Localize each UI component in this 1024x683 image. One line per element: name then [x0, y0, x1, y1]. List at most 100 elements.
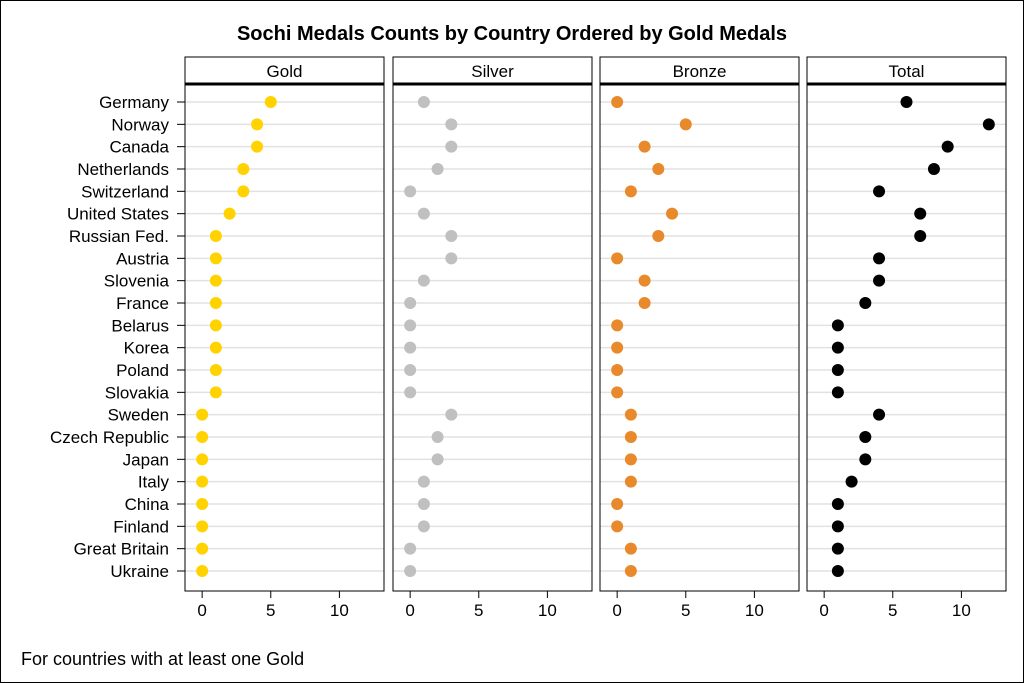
- category-label: Slovenia: [104, 272, 170, 291]
- point-silver: [445, 252, 458, 265]
- point-bronze: [624, 475, 637, 488]
- category-label: Slovakia: [105, 383, 170, 402]
- category-label: Sweden: [108, 406, 169, 425]
- point-bronze: [652, 163, 665, 175]
- category-label: Norway: [111, 115, 169, 134]
- point-silver: [404, 319, 417, 332]
- panel-frame: [599, 56, 800, 592]
- x-tick-label: 5: [474, 601, 483, 620]
- point-gold: [264, 96, 277, 108]
- point-bronze: [611, 252, 624, 265]
- point-total: [982, 118, 995, 131]
- point-total: [873, 408, 886, 421]
- point-total: [831, 565, 844, 577]
- panel-title: Silver: [471, 62, 514, 81]
- point-total: [831, 498, 844, 510]
- point-silver: [417, 207, 430, 220]
- panel-bronze: Bronze 0 5 10: [599, 56, 800, 620]
- category-label: France: [116, 294, 169, 313]
- point-gold: [209, 230, 222, 242]
- category-label: Canada: [109, 138, 169, 157]
- category-label: Ukraine: [110, 562, 169, 581]
- point-total: [873, 185, 886, 198]
- point-silver: [417, 96, 430, 108]
- chart-title: Sochi Medals Counts by Country Ordered b…: [237, 23, 787, 45]
- point-total: [831, 520, 844, 533]
- point-silver: [445, 408, 458, 421]
- point-silver: [404, 341, 417, 354]
- x-tick-label: 10: [745, 601, 764, 620]
- point-silver: [417, 498, 430, 510]
- point-gold: [209, 386, 222, 399]
- point-gold: [251, 140, 264, 153]
- point-total: [831, 319, 844, 332]
- x-tick-label: 5: [888, 601, 897, 620]
- category-label: Finland: [113, 517, 169, 536]
- point-gold: [196, 453, 209, 466]
- category-label: China: [125, 495, 170, 514]
- point-total: [831, 386, 844, 399]
- point-gold: [209, 341, 222, 354]
- point-gold: [196, 542, 209, 555]
- point-silver: [417, 520, 430, 533]
- point-bronze: [611, 364, 624, 376]
- point-silver: [404, 364, 417, 376]
- point-gold: [196, 408, 209, 421]
- point-total: [859, 453, 872, 466]
- footnote: For countries with at least one Gold: [21, 649, 304, 669]
- point-silver: [404, 542, 417, 555]
- category-label: Germany: [99, 93, 169, 112]
- point-gold: [223, 207, 236, 220]
- category-label: Poland: [116, 361, 169, 380]
- category-label: Italy: [138, 473, 170, 492]
- point-bronze: [624, 431, 637, 443]
- x-tick-label: 10: [330, 601, 349, 620]
- x-tick-label: 0: [819, 601, 828, 620]
- point-gold: [196, 565, 209, 577]
- point-silver: [445, 230, 458, 242]
- point-total: [859, 297, 872, 309]
- point-gold: [209, 364, 222, 376]
- point-bronze: [638, 274, 651, 287]
- point-silver: [431, 431, 444, 443]
- category-label: Korea: [124, 339, 170, 358]
- category-label: Great Britain: [74, 540, 169, 559]
- category-label: Japan: [123, 450, 169, 469]
- panel-total: Total 0 5 10: [806, 56, 1007, 620]
- point-gold: [209, 252, 222, 265]
- point-silver: [445, 118, 458, 131]
- point-silver: [404, 565, 417, 577]
- point-gold: [196, 431, 209, 443]
- point-bronze: [624, 453, 637, 466]
- point-bronze: [611, 386, 624, 399]
- point-bronze: [638, 297, 651, 309]
- point-silver: [431, 163, 444, 175]
- panel-title: Total: [889, 62, 925, 81]
- point-total: [900, 96, 913, 108]
- panel-title: Gold: [267, 62, 303, 81]
- x-tick-label: 5: [681, 601, 690, 620]
- point-bronze: [666, 207, 679, 220]
- point-total: [873, 274, 886, 287]
- point-total: [831, 542, 844, 555]
- point-gold: [251, 118, 264, 131]
- category-label: Switzerland: [81, 182, 169, 201]
- point-total: [831, 341, 844, 354]
- point-gold: [196, 475, 209, 488]
- point-silver: [404, 185, 417, 198]
- point-bronze: [624, 185, 637, 198]
- point-total: [831, 364, 844, 376]
- point-silver: [404, 386, 417, 399]
- panel-silver: Silver 0 5 10: [392, 56, 593, 620]
- x-tick-label: 0: [405, 601, 414, 620]
- category-label: Russian Fed.: [69, 227, 169, 246]
- point-bronze: [611, 96, 624, 108]
- point-bronze: [611, 319, 624, 332]
- point-silver: [404, 297, 417, 309]
- point-gold: [209, 297, 222, 309]
- point-bronze: [638, 140, 651, 153]
- x-tick-label: 0: [197, 601, 206, 620]
- category-label: Belarus: [111, 316, 169, 335]
- point-total: [859, 431, 872, 443]
